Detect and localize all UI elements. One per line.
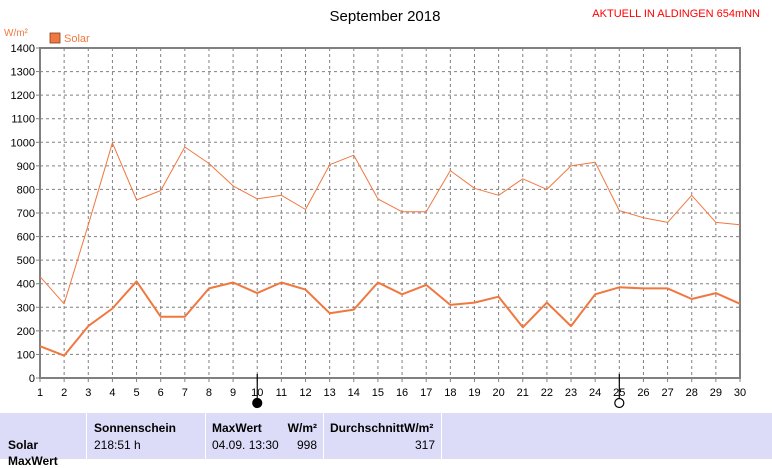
x-tick-label: 6 bbox=[158, 387, 164, 399]
summary-panel: Solar MaxWert Sonnenschein 218:51 h MaxW… bbox=[0, 412, 772, 468]
x-tick-label: 8 bbox=[206, 387, 212, 399]
y-tick-label: 1000 bbox=[11, 137, 35, 149]
x-tick-label: 18 bbox=[444, 387, 456, 399]
x-tick-label: 26 bbox=[637, 387, 649, 399]
y-tick-label: 700 bbox=[17, 208, 35, 220]
x-tick-label: 23 bbox=[565, 387, 577, 399]
solar-chart: September 2018 AKTUELL IN ALDINGEN 654mN… bbox=[4, 8, 760, 409]
x-tick-label: 24 bbox=[589, 387, 601, 399]
maxwert-label: MaxWert bbox=[212, 421, 262, 435]
x-tick-label: 17 bbox=[420, 387, 432, 399]
full-moon-icon bbox=[614, 397, 625, 409]
y-tick-label: 1200 bbox=[11, 90, 35, 102]
x-tick-label: 3 bbox=[85, 387, 91, 399]
y-tick-label: 1400 bbox=[11, 43, 35, 55]
chart-title: September 2018 bbox=[330, 8, 441, 25]
y-axis-ticks: 0 100 200 300 400 500 600 700 800 900 1000 1100 1200… bbox=[11, 43, 40, 385]
y-tick-label: 600 bbox=[17, 232, 35, 244]
y-tick-label: 900 bbox=[17, 161, 35, 173]
y-tick-label: 800 bbox=[17, 184, 35, 196]
legend-label-solar: Solar bbox=[64, 33, 90, 45]
x-tick-label: 7 bbox=[182, 387, 188, 399]
x-axis-ticks: 1 2 3 4 5 6 7 8 9 10 11 12 13 14 15 16 17 18 19 20 21 22 23 24 2… bbox=[37, 378, 746, 399]
durchschnitt-cell: DurchschnittW/m² 317 bbox=[324, 413, 442, 459]
x-tick-label: 2 bbox=[61, 387, 67, 399]
x-tick-label: 12 bbox=[299, 387, 311, 399]
x-tick-label: 13 bbox=[324, 387, 336, 399]
y-axis-unit: W/m² bbox=[4, 28, 29, 39]
x-tick-label: 19 bbox=[468, 387, 480, 399]
sonnenschein-label: Sonnenschein bbox=[94, 421, 177, 435]
series-lines bbox=[39, 142, 741, 357]
series-line-solar-max bbox=[39, 142, 741, 305]
sonnenschein-value: 218:51 h bbox=[94, 438, 141, 452]
new-moon-icon bbox=[252, 397, 263, 409]
maxwert-date: 04.09. 13:30 bbox=[212, 438, 279, 452]
maxwert-cell: MaxWert W/m² 04.09. 13:30 998 bbox=[206, 413, 324, 459]
x-tick-label: 11 bbox=[276, 387, 287, 399]
y-tick-label: 1100 bbox=[11, 114, 35, 126]
maxwert-value: 998 bbox=[296, 438, 317, 452]
durchschnitt-value: 317 bbox=[414, 438, 435, 452]
x-tick-label: 16 bbox=[396, 387, 408, 399]
y-tick-label: 500 bbox=[17, 255, 35, 267]
maxwert-unit: W/m² bbox=[287, 421, 317, 435]
y-tick-label: 200 bbox=[17, 326, 35, 338]
x-tick-label: 21 bbox=[517, 387, 529, 399]
grid-lines bbox=[40, 48, 740, 378]
y-tick-label: 1300 bbox=[11, 67, 35, 79]
y-tick-label: 400 bbox=[17, 279, 35, 291]
x-tick-label: 29 bbox=[710, 387, 722, 399]
x-tick-label: 28 bbox=[686, 387, 698, 399]
legend-swatch bbox=[49, 32, 61, 44]
x-tick-label: 30 bbox=[734, 387, 746, 399]
x-tick-label: 9 bbox=[230, 387, 236, 399]
x-tick-label: 5 bbox=[133, 387, 139, 399]
moon-markers bbox=[252, 374, 625, 409]
y-tick-label: 0 bbox=[29, 373, 35, 385]
x-tick-label: 1 bbox=[37, 387, 43, 399]
sonnenschein-cell: Sonnenschein 218:51 h bbox=[87, 413, 206, 459]
summary-label-cell: Solar MaxWert bbox=[0, 413, 87, 468]
x-tick-label: 27 bbox=[661, 387, 673, 399]
x-tick-label: 20 bbox=[492, 387, 504, 399]
series-line-solar-mean bbox=[39, 280, 741, 357]
y-tick-label: 300 bbox=[17, 302, 35, 314]
x-tick-label: 4 bbox=[109, 387, 115, 399]
durchschnitt-label: DurchschnittW/m² bbox=[330, 421, 434, 435]
summary-row-label: Solar bbox=[8, 438, 39, 452]
x-tick-label: 15 bbox=[372, 387, 384, 399]
x-tick-label: 14 bbox=[348, 387, 360, 399]
station-label: AKTUELL IN ALDINGEN 654mNN bbox=[592, 8, 760, 20]
summary-row-label-next: MaxWert bbox=[8, 454, 58, 468]
y-tick-label: 100 bbox=[17, 349, 35, 361]
x-tick-label: 22 bbox=[541, 387, 553, 399]
